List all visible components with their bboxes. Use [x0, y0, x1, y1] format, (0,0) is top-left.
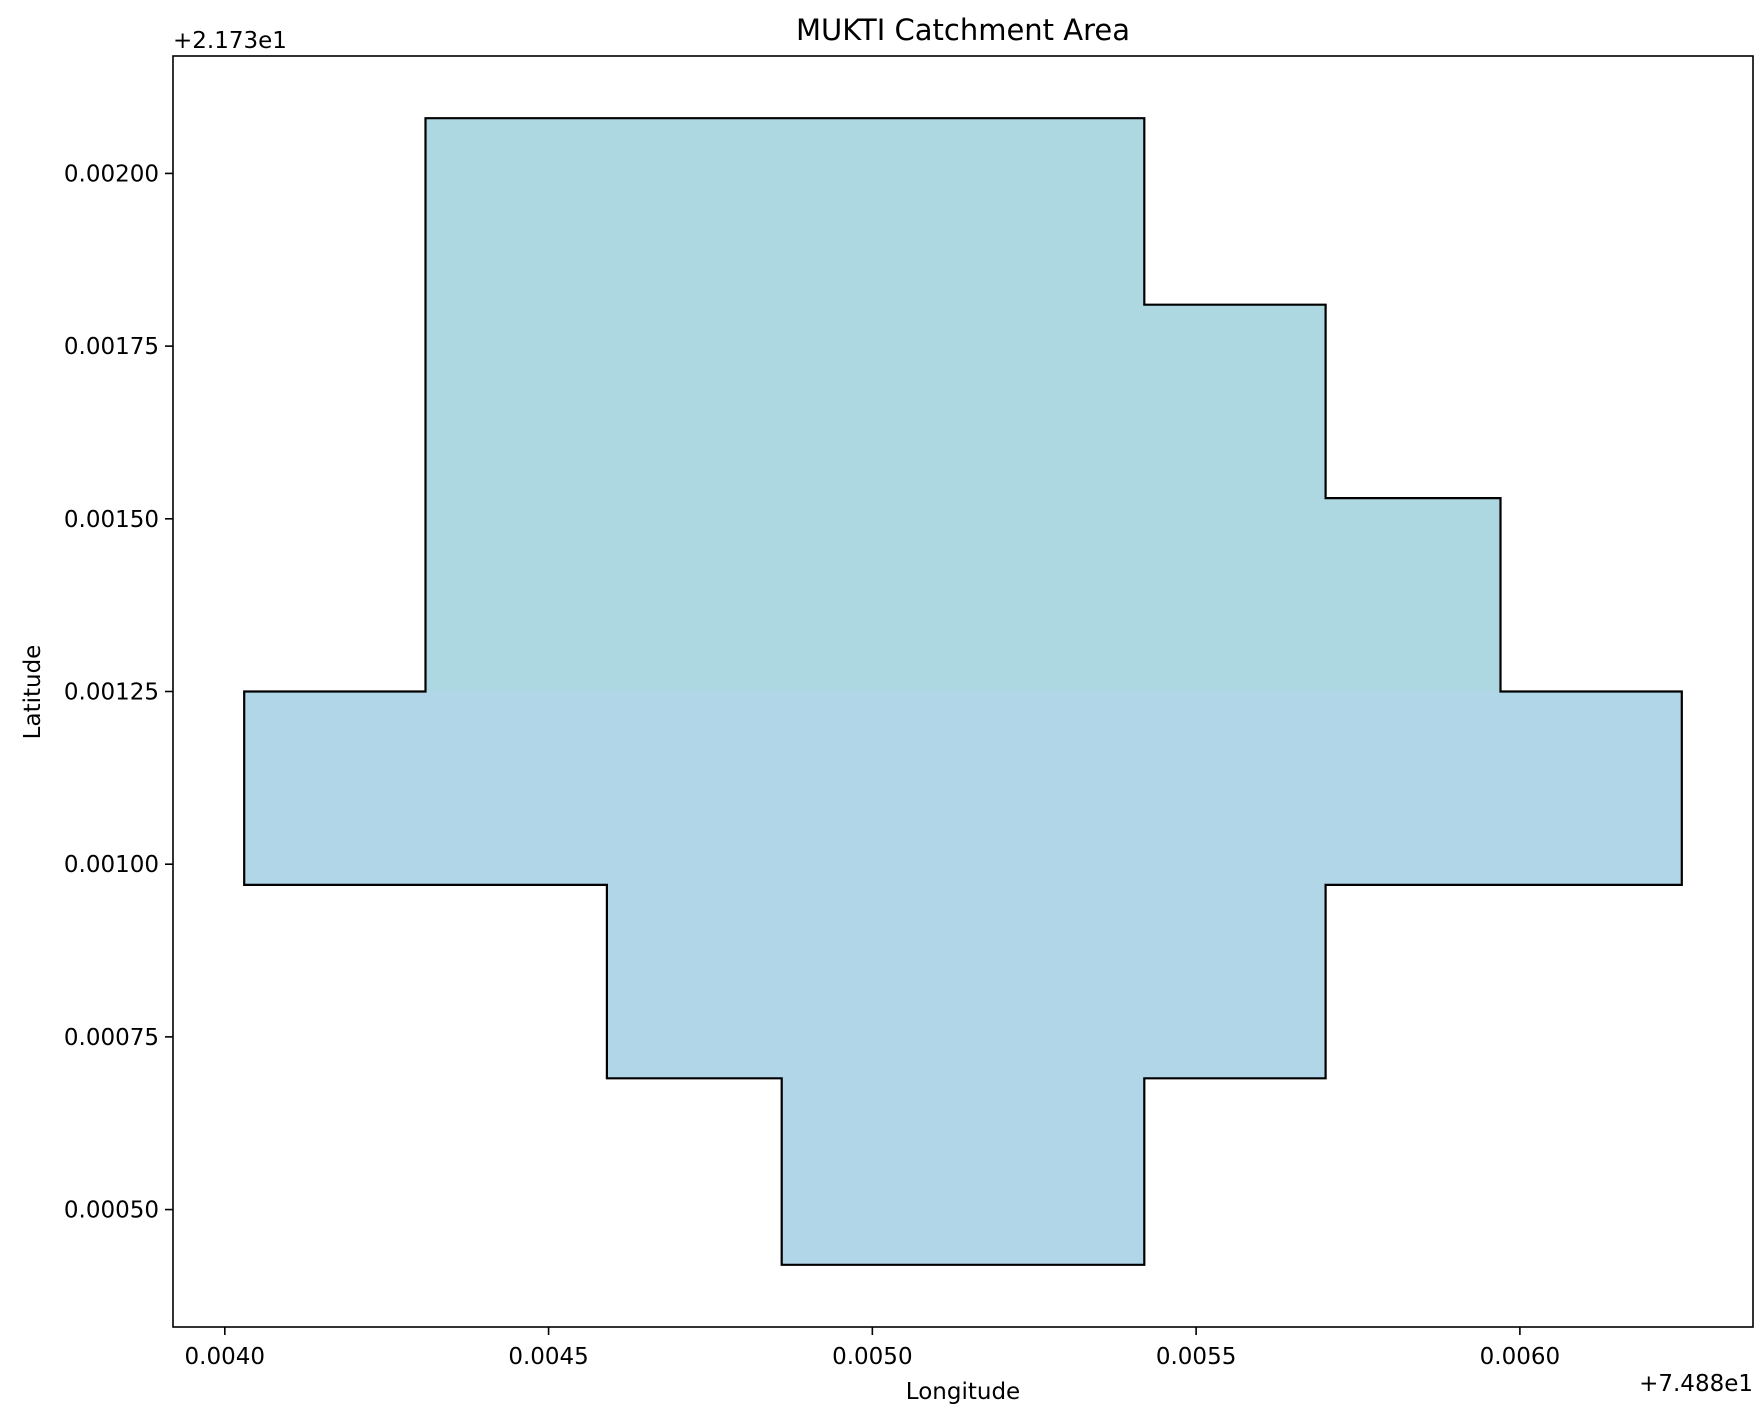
catchment-polygon-2 [244, 691, 1682, 1265]
x-tick-label: 0.0055 [1156, 1344, 1236, 1370]
x-axis-ticks: 0.0040 0.0045 0.0050 0.0055 0.0060 [185, 1327, 1560, 1370]
x-tick-label: 0.0060 [1480, 1344, 1560, 1370]
x-axis-offset-label: +7.488e1 [1639, 1371, 1753, 1397]
x-axis-label: Longitude [906, 1379, 1020, 1405]
y-tick-label: 0.00075 [64, 1025, 159, 1051]
y-tick-label: 0.00050 [64, 1198, 159, 1224]
y-tick-label: 0.00175 [64, 334, 159, 360]
x-tick-label: 0.0045 [508, 1344, 588, 1370]
y-tick-label: 0.00200 [64, 161, 159, 187]
catchment-outline [243, 117, 1683, 1266]
y-tick-label: 0.00150 [64, 507, 159, 533]
y-axis-label: Latitude [20, 645, 46, 740]
catchment-polygon-1 [425, 118, 1501, 692]
plot-layer [243, 117, 1683, 1266]
y-axis-ticks: 0.00050 0.00075 0.00100 0.00125 0.00150 0.001… [64, 161, 173, 1224]
y-tick-label: 0.00100 [64, 852, 159, 878]
x-tick-label: 0.0040 [185, 1344, 265, 1370]
chart-title: MUKTI Catchment Area [796, 13, 1130, 47]
y-axis-offset-label: +2.173e1 [173, 28, 287, 54]
y-tick-label: 0.00125 [64, 680, 159, 706]
x-tick-label: 0.0050 [832, 1344, 912, 1370]
